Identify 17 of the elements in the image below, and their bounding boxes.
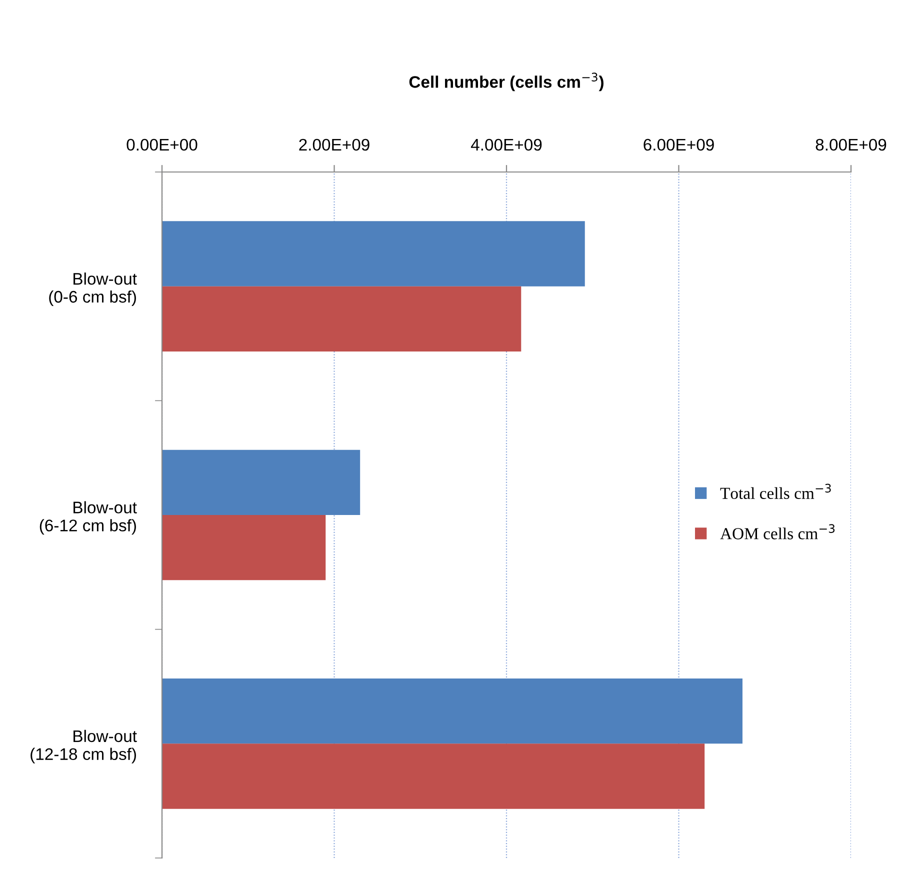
legend-label: AOM cells cm$^{−3}$	[720, 524, 835, 540]
y-tick-label: Blow-out (12-18 cm bsf)	[30, 730, 137, 764]
y-tick-label: Blow-out (0-6 cm bsf)	[49, 272, 137, 306]
chart-title: Cell number (cells cm$^{−3}$)	[409, 72, 604, 92]
x-tick-label: 2.00E+09	[299, 138, 370, 151]
legend-label: Total cells cm$^{−3}$	[720, 484, 831, 499]
x-tick-label: 0.00E+00	[126, 138, 198, 151]
x-tick-label: 8.00E+09	[816, 138, 886, 151]
bar	[162, 678, 742, 744]
x-tick-label: 4.00E+09	[470, 138, 542, 151]
bar	[162, 221, 585, 286]
bar	[162, 450, 360, 515]
bar	[162, 286, 522, 352]
y-tick-label: Blow-out (6-12 cm bsf)	[40, 501, 137, 535]
bar	[162, 515, 326, 580]
bar	[162, 744, 705, 809]
x-tick-label: 6.00E+09	[644, 138, 714, 151]
